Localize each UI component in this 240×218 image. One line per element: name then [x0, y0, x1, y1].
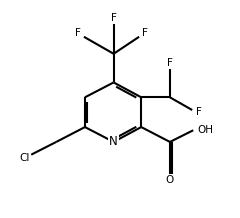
Text: F: F [75, 28, 80, 38]
Text: N: N [109, 135, 118, 148]
Text: O: O [166, 175, 174, 185]
Text: Cl: Cl [20, 153, 30, 163]
Text: F: F [196, 107, 202, 117]
Text: OH: OH [198, 125, 214, 135]
Text: F: F [111, 14, 117, 24]
Text: F: F [167, 58, 173, 68]
Text: F: F [142, 28, 148, 38]
